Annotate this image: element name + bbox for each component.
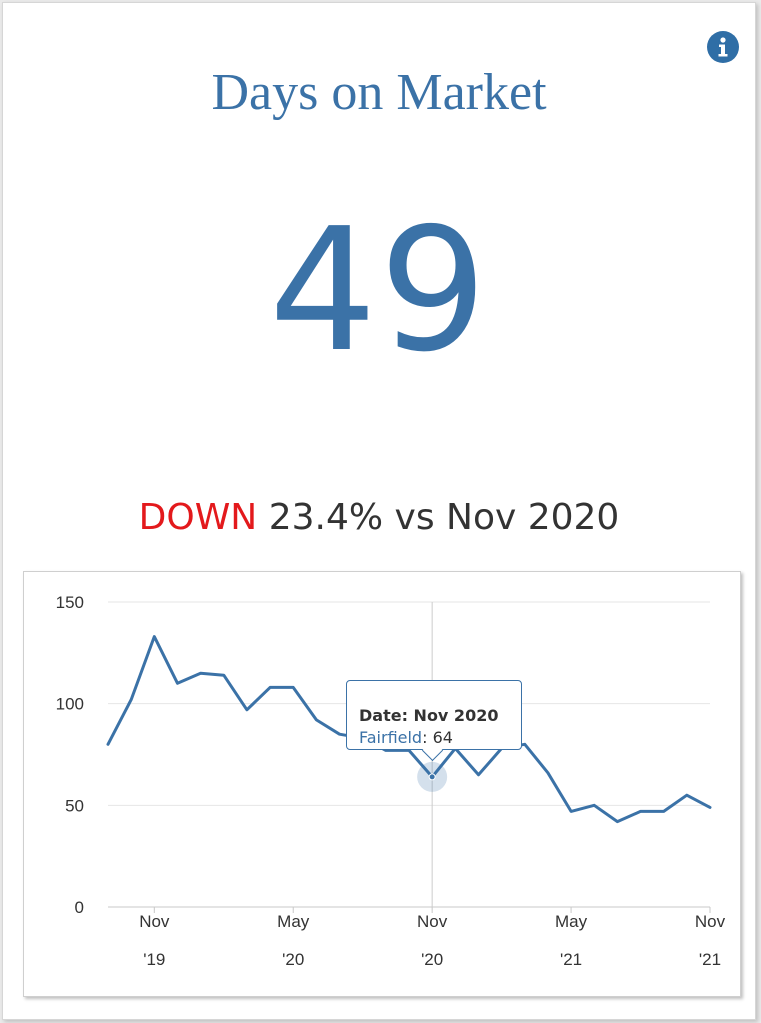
- info-glyph: [718, 37, 728, 57]
- tooltip-value: 64: [432, 728, 453, 747]
- x-tick-year: '21: [560, 950, 582, 969]
- x-tick-year: '20: [421, 950, 443, 969]
- x-tick-month: May: [555, 912, 588, 931]
- x-tick-year: '21: [699, 950, 721, 969]
- change-direction: DOWN: [138, 497, 258, 538]
- tooltip-colon: :: [422, 728, 433, 747]
- trend-chart[interactable]: 0 50 100 150 Nov '19 May '20 Nov '20 May '21 Nov '21 …: [23, 571, 741, 997]
- chart-tooltip: Date: Nov 2020 Fairfield: 64: [346, 680, 522, 762]
- y-tick-label: 150: [56, 593, 84, 612]
- hover-point[interactable]: [428, 773, 436, 781]
- tooltip-series-name: Fairfield: [359, 728, 423, 747]
- tooltip-date: Date: Nov 2020: [359, 706, 499, 725]
- y-tick-label: 0: [75, 898, 84, 917]
- y-tick-label: 50: [65, 796, 84, 815]
- x-tick-year: '19: [143, 950, 165, 969]
- series-line-fairfield[interactable]: [106, 635, 712, 824]
- line-chart[interactable]: 0 50 100 150 Nov '19 May '20 Nov '20 May '21 Nov '21: [24, 572, 740, 996]
- x-tick-year: '20: [282, 950, 304, 969]
- x-tick-month: Nov: [139, 912, 170, 931]
- metric-value: 49: [268, 192, 490, 390]
- x-tick-month: May: [277, 912, 310, 931]
- x-tick-month: Nov: [695, 912, 726, 931]
- info-icon[interactable]: [707, 31, 739, 63]
- y-tick-label: 100: [56, 695, 84, 714]
- change-summary: DOWN 23.4% vs Nov 2020: [3, 497, 755, 538]
- x-tick-month: Nov: [417, 912, 448, 931]
- change-text: 23.4% vs Nov 2020: [268, 497, 620, 538]
- card-title: Days on Market: [211, 64, 547, 121]
